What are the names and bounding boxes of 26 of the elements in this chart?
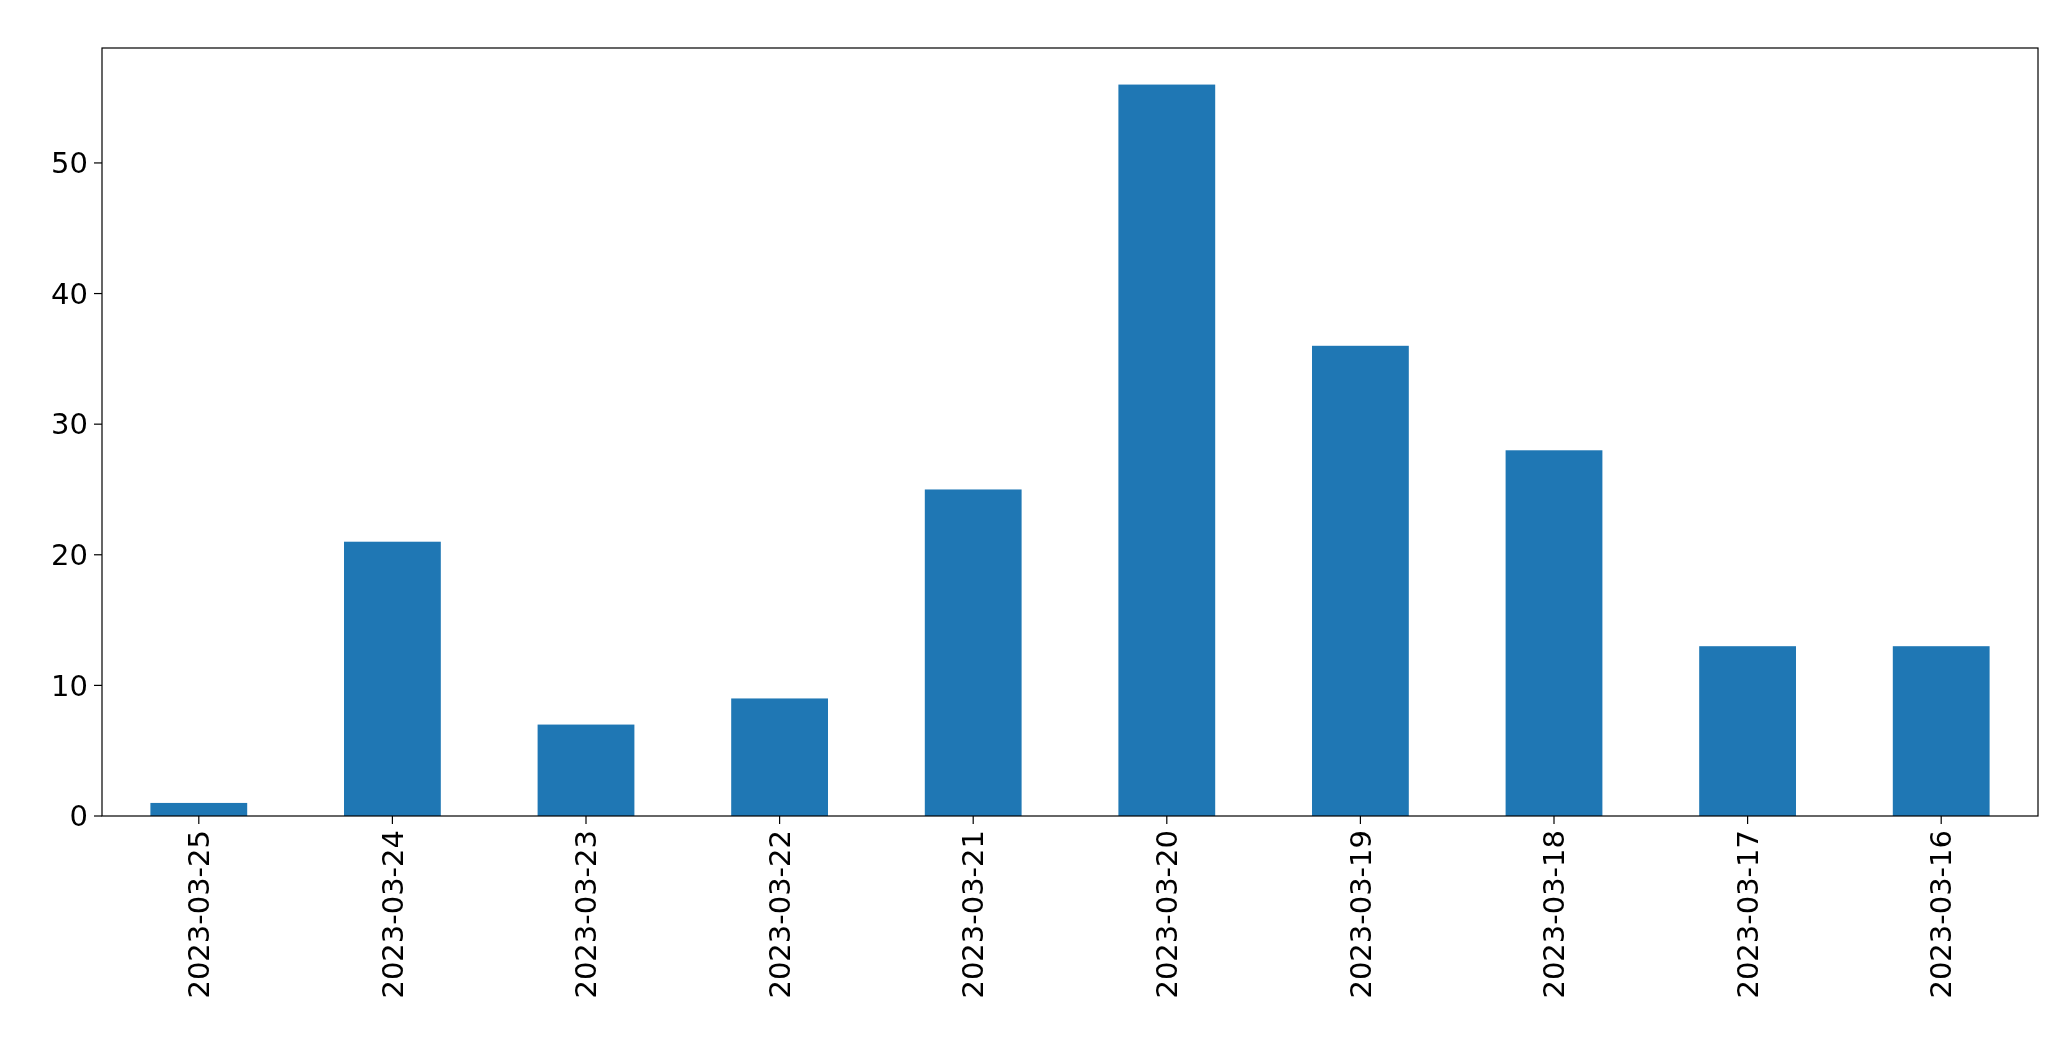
y-tick-label: 30	[51, 407, 88, 442]
x-tick-label: 2023-03-23	[569, 830, 604, 999]
y-tick-label: 40	[51, 276, 88, 311]
x-tick-label: 2023-03-24	[375, 830, 410, 999]
bar	[1699, 646, 1796, 816]
bar	[1312, 345, 1409, 816]
y-tick-label: 50	[51, 146, 88, 181]
x-tick-label: 2023-03-21	[956, 830, 991, 999]
bar	[924, 489, 1022, 816]
y-tick-label: 0	[69, 799, 88, 834]
x-tick-label: 2023-03-16	[1924, 830, 1959, 999]
bar	[731, 698, 828, 816]
bar	[1118, 84, 1216, 816]
y-tick-label: 20	[51, 537, 88, 572]
bar	[150, 802, 248, 816]
x-tick-label: 2023-03-25	[181, 830, 216, 999]
x-tick-label: 2023-03-22	[762, 830, 797, 999]
bar	[344, 541, 441, 816]
x-tick-label: 2023-03-17	[1730, 830, 1765, 999]
y-tick-label: 10	[51, 668, 88, 703]
bar	[537, 724, 635, 816]
bar	[1892, 646, 1990, 816]
bar	[1505, 450, 1603, 816]
x-tick-label: 2023-03-20	[1149, 830, 1184, 999]
x-tick-label: 2023-03-19	[1343, 830, 1378, 999]
x-tick-label: 2023-03-18	[1537, 830, 1572, 999]
